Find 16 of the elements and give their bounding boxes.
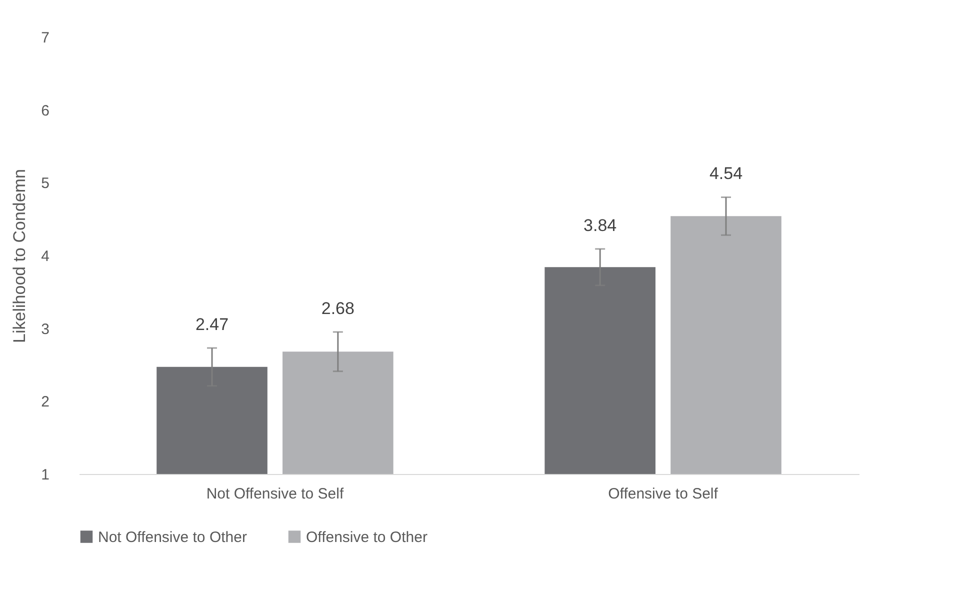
y-tick-label: 3 (41, 320, 50, 338)
y-tick-label: 1 (41, 466, 50, 484)
y-tick-label: 5 (41, 175, 50, 192)
data-label: 2.68 (321, 298, 354, 318)
x-tick-label: Not Offensive to Self (206, 486, 344, 502)
y-tick-label: 2 (41, 394, 50, 411)
y-tick-label: 4 (41, 248, 50, 265)
data-label: 3.84 (584, 216, 617, 235)
y-tick-label: 7 (41, 30, 50, 46)
y-tick-label: 6 (41, 102, 50, 120)
y-axis-title: Likelihood to Condemn (10, 169, 30, 343)
data-label: 2.47 (195, 315, 229, 334)
legend-label: Offensive to Other (306, 528, 428, 546)
data-label: 4.54 (709, 164, 743, 184)
x-tick-label: Offensive to Self (608, 486, 719, 502)
legend-label: Not Offensive to Other (98, 528, 247, 546)
